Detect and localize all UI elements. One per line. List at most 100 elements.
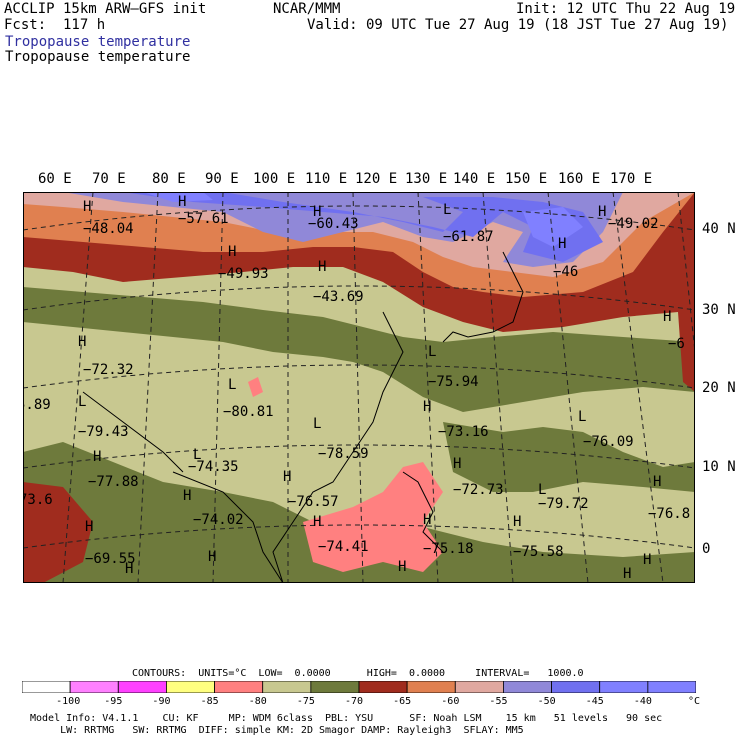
colorbar-swatch xyxy=(551,681,601,693)
extremum-value: −79.72 xyxy=(538,496,589,512)
colorbar-tick: -75 xyxy=(296,696,315,707)
extremum-value: −80.81 xyxy=(223,404,274,420)
extremum-value: −76.57 xyxy=(288,494,339,510)
extremum-mark: H xyxy=(228,244,236,260)
extremum-mark: H xyxy=(313,514,321,530)
extremum-mark: H xyxy=(78,334,86,350)
extremum-value: −77.48 xyxy=(648,581,695,583)
extremum-value: −75.58 xyxy=(513,544,564,560)
extremum-mark: H xyxy=(423,512,431,528)
extremum-value: 5.89 xyxy=(23,397,51,413)
longitude-label: 90 E xyxy=(205,171,239,187)
extremum-mark: H xyxy=(125,561,133,577)
extremum-value: −43.69 xyxy=(313,289,364,305)
valid-time: Valid: 09 UTC Tue 27 Aug 19 (18 JST Tue … xyxy=(307,17,729,33)
band-minus80-patch-2 xyxy=(248,377,263,397)
extremum-mark: H xyxy=(453,456,461,472)
colorbar-tick: -40 xyxy=(633,696,652,707)
extremum-value: −49.02 xyxy=(608,216,659,232)
extremum-value: −75.18 xyxy=(423,541,474,557)
contour-info: CONTOURS: UNITS=°C LOW= 0.0000 HIGH= 0.0… xyxy=(132,668,584,679)
latitude-label: 30 N xyxy=(702,302,736,318)
extremum-value: −79.43 xyxy=(78,424,129,440)
extremum-mark: H xyxy=(653,474,661,490)
tropopause-temperature-map: H−48.04H−57.61 H−60.43L−61.87H−49.02H−49.… xyxy=(23,192,695,583)
extremum-value: −75.94 xyxy=(428,374,479,390)
model-info-line2: LW: RRTMG SW: RRTMG DIFF: simple KM: 2D … xyxy=(30,725,524,736)
extremum-mark: L xyxy=(538,482,546,498)
extremum-value: −76.09 xyxy=(583,434,634,450)
extremum-mark: H xyxy=(623,566,631,582)
extremum-mark: L xyxy=(228,377,236,393)
extremum-value: −72.32 xyxy=(83,362,134,378)
extremum-value: −57.61 xyxy=(178,211,229,227)
longitude-label: 100 E xyxy=(253,171,296,187)
colorbar-tick: -80 xyxy=(248,696,267,707)
extremum-mark: H xyxy=(85,519,93,535)
longitude-label: 160 E xyxy=(558,171,601,187)
extremum-mark: L xyxy=(193,447,201,463)
extremum-mark: H xyxy=(398,559,406,575)
init-time: Init: 12 UTC Thu 22 Aug 19 xyxy=(516,1,736,17)
longitude-label: 80 E xyxy=(152,171,186,187)
map-frame xyxy=(23,192,695,583)
band-minus80-patch-1 xyxy=(303,462,443,572)
extremum-mark: H xyxy=(283,469,291,485)
longitude-label: 120 E xyxy=(355,171,398,187)
longitude-label: 170 E xyxy=(610,171,653,187)
forecast-hour: Fcst: 117 h xyxy=(4,17,106,33)
latitude-label: 0 xyxy=(702,541,711,557)
extremum-mark: H xyxy=(663,309,671,325)
colorbar-swatch xyxy=(22,681,71,693)
extremum-value: −74.41 xyxy=(318,539,369,555)
colorbar-tick: -100 xyxy=(56,696,81,707)
colorbar-swatch xyxy=(454,681,504,693)
extremum-value: −69.55 xyxy=(85,551,136,567)
extremum-value: −61.87 xyxy=(443,229,494,245)
colorbar-tick: -60 xyxy=(441,696,460,707)
colorbar-swatch xyxy=(599,681,649,693)
longitude-label: 150 E xyxy=(505,171,548,187)
institution-label: NCAR/MMM xyxy=(273,1,341,17)
extremum-mark: H xyxy=(313,204,321,220)
extremum-mark: H xyxy=(598,204,606,220)
extremum-mark: H xyxy=(183,488,191,504)
band-minus65-west xyxy=(23,482,93,583)
colorbar-swatch xyxy=(214,681,264,693)
colorbar-swatch xyxy=(166,681,215,693)
colorbar-tick: -85 xyxy=(200,696,219,707)
extremum-value: −6 xyxy=(668,336,685,352)
longitude-label: 70 E xyxy=(92,171,126,187)
extremum-value: −60.43 xyxy=(308,216,359,232)
extremum-mark: L xyxy=(443,202,451,218)
extremum-mark: H xyxy=(93,449,101,465)
colorbar-swatch xyxy=(262,681,312,693)
extremum-mark: L xyxy=(428,344,436,360)
graticule xyxy=(23,192,695,583)
colorbar-tick: -55 xyxy=(489,696,508,707)
field-title-shaded: Tropopause temperature xyxy=(5,34,191,50)
extremum-value: −46 xyxy=(553,264,578,280)
model-title: ACCLIP 15km ARW–GFS init xyxy=(4,1,207,17)
band-minus40 xyxy=(143,192,583,247)
colorbar-swatch xyxy=(406,681,456,693)
colorbar-tick: -50 xyxy=(537,696,556,707)
colorbar-tick: -90 xyxy=(152,696,171,707)
colorbar-swatch xyxy=(647,681,696,693)
colorbar-tick: -95 xyxy=(104,696,123,707)
extremum-value: −76.8 xyxy=(648,506,690,522)
extremum-value: −74.02 xyxy=(193,512,244,528)
colorbar-tick: -45 xyxy=(585,696,604,707)
colorbar-swatch xyxy=(69,681,119,693)
extremum-mark: L xyxy=(578,409,586,425)
extremum-mark: L xyxy=(313,416,321,432)
extremum-mark: H xyxy=(558,236,566,252)
colorbar-swatch xyxy=(358,681,408,693)
extremum-mark: H xyxy=(513,514,521,530)
longitude-label: 130 E xyxy=(405,171,448,187)
longitude-label: 140 E xyxy=(453,171,496,187)
extremum-value: −74.35 xyxy=(188,459,239,475)
extremum-value: −73.16 xyxy=(438,424,489,440)
extremum-value: −72.98 xyxy=(213,582,264,583)
colorbar-swatch xyxy=(310,681,360,693)
